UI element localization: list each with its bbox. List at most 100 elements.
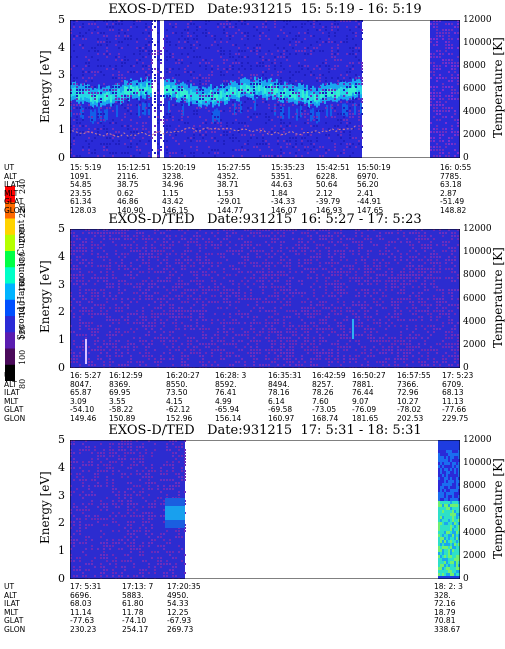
spectrogram-pixel bbox=[76, 20, 78, 22]
band-core bbox=[218, 94, 220, 103]
spectrogram-pixel bbox=[196, 47, 198, 49]
spectrogram-pixel bbox=[409, 256, 411, 258]
colorbar-tick-label: 100 bbox=[18, 349, 27, 365]
spectrogram-pixel bbox=[217, 301, 219, 303]
spectrogram-pixel bbox=[253, 250, 255, 252]
spectrogram-pixel bbox=[295, 113, 297, 115]
spectrogram-pixel bbox=[298, 259, 300, 261]
spectrogram-pixel bbox=[232, 68, 234, 70]
spectrogram-pixel bbox=[274, 238, 276, 240]
spectrogram-pixel bbox=[145, 280, 147, 282]
spectrogram-pixel bbox=[73, 65, 75, 67]
y-tick-label: 3 bbox=[58, 68, 65, 82]
spectrogram-pixel bbox=[142, 47, 144, 49]
spectrogram-pixel bbox=[199, 268, 201, 270]
spectrogram-pixel bbox=[118, 32, 120, 34]
panel-2-title: EXOS-D/TED Date:931215 16: 5:27 - 17: 5:… bbox=[108, 212, 422, 227]
spectrogram-pixel bbox=[199, 247, 201, 249]
spectrogram-pixel bbox=[190, 20, 192, 22]
spectrogram-pixel bbox=[214, 361, 216, 363]
spectrogram-pixel bbox=[94, 98, 96, 100]
spectrogram-pixel bbox=[154, 92, 156, 94]
spectrogram-pixel bbox=[178, 241, 180, 243]
spectrogram-pixel bbox=[79, 268, 81, 270]
spectrogram-pixel bbox=[115, 35, 117, 37]
spectrogram-pixel bbox=[112, 271, 114, 273]
spectrogram-pixel bbox=[376, 274, 378, 276]
spectrogram-pixel bbox=[430, 149, 432, 151]
spectrogram-pixel bbox=[316, 331, 318, 333]
band-lower bbox=[138, 104, 140, 117]
spectrogram-pixel bbox=[163, 116, 165, 118]
spectrogram-pixel bbox=[250, 98, 252, 100]
spectrogram-pixel bbox=[205, 119, 207, 121]
spectrogram-pixel bbox=[169, 134, 171, 136]
spectrogram-pixel bbox=[340, 137, 342, 139]
spectrogram-pixel bbox=[133, 313, 135, 315]
spectrogram-pixel bbox=[376, 313, 378, 315]
spectrogram-pixel bbox=[325, 268, 327, 270]
spectrogram-pixel bbox=[286, 83, 288, 85]
spectrogram-pixel bbox=[127, 361, 129, 363]
spectrogram-pixel bbox=[367, 289, 369, 291]
spectrogram-pixel bbox=[214, 98, 216, 100]
spectrogram-pixel bbox=[400, 343, 402, 345]
spectrogram-pixel bbox=[196, 140, 198, 142]
spectrogram-pixel bbox=[286, 289, 288, 291]
spectrogram-pixel bbox=[307, 47, 309, 49]
spectrogram-pixel bbox=[121, 152, 123, 154]
spectrogram-pixel bbox=[259, 250, 261, 252]
spectrogram-pixel bbox=[184, 283, 186, 285]
spectrogram-pixel bbox=[274, 286, 276, 288]
spectrogram-pixel bbox=[160, 271, 162, 273]
spectrogram-pixel bbox=[205, 352, 207, 354]
spectrogram-pixel bbox=[121, 125, 123, 127]
spectrogram-pixel bbox=[178, 280, 180, 282]
spectrogram-pixel bbox=[124, 280, 126, 282]
spectrogram-pixel bbox=[379, 250, 381, 252]
spectrogram-pixel bbox=[196, 310, 198, 312]
spectrogram-pixel bbox=[418, 235, 420, 237]
spectrogram-pixel bbox=[436, 77, 438, 79]
spectrogram-pixel bbox=[187, 325, 189, 327]
spectrogram-pixel bbox=[346, 343, 348, 345]
spectrogram-pixel bbox=[307, 328, 309, 330]
spectrogram-pixel bbox=[82, 343, 84, 345]
spectrogram-pixel bbox=[421, 298, 423, 300]
spectrogram-pixel bbox=[262, 71, 264, 73]
spectrogram-pixel bbox=[367, 253, 369, 255]
spectrogram-pixel bbox=[298, 313, 300, 315]
spectrogram-pixel bbox=[85, 89, 87, 91]
spectrogram-pixel bbox=[277, 86, 279, 88]
spectrogram-pixel bbox=[130, 26, 132, 28]
spectrogram-pixel bbox=[154, 110, 156, 112]
spectrogram-pixel bbox=[265, 319, 267, 321]
spectrogram-pixel bbox=[103, 113, 105, 115]
spectrogram-pixel bbox=[349, 361, 351, 363]
spectrogram-pixel bbox=[202, 137, 204, 139]
spectrogram-pixel bbox=[379, 322, 381, 324]
spectrogram-pixel bbox=[316, 80, 318, 82]
spectrogram-pixel bbox=[238, 361, 240, 363]
spectrogram-pixel bbox=[325, 92, 327, 94]
spectrogram-pixel bbox=[145, 71, 147, 73]
spectrogram-pixel bbox=[76, 238, 78, 240]
spectrogram-pixel bbox=[439, 98, 441, 100]
spectrogram-pixel bbox=[304, 137, 306, 139]
spectrogram-pixel bbox=[220, 262, 222, 264]
spectrogram-pixel bbox=[349, 71, 351, 73]
spectrogram-pixel bbox=[223, 74, 225, 76]
spectrogram-pixel bbox=[142, 343, 144, 345]
spectrogram-pixel bbox=[205, 241, 207, 243]
spectrogram-pixel bbox=[103, 340, 105, 342]
spectrogram-pixel bbox=[154, 292, 156, 294]
spectrogram-pixel bbox=[283, 131, 285, 133]
spectrogram-pixel bbox=[286, 355, 288, 357]
spectrogram-pixel bbox=[94, 328, 96, 330]
spectrogram-pixel bbox=[295, 146, 297, 148]
spectrogram-pixel bbox=[295, 331, 297, 333]
spectrogram-pixel bbox=[106, 143, 108, 145]
orbit-cell: -29.01 bbox=[217, 197, 242, 206]
spectrogram-pixel bbox=[379, 232, 381, 234]
spectrogram-pixel bbox=[244, 244, 246, 246]
